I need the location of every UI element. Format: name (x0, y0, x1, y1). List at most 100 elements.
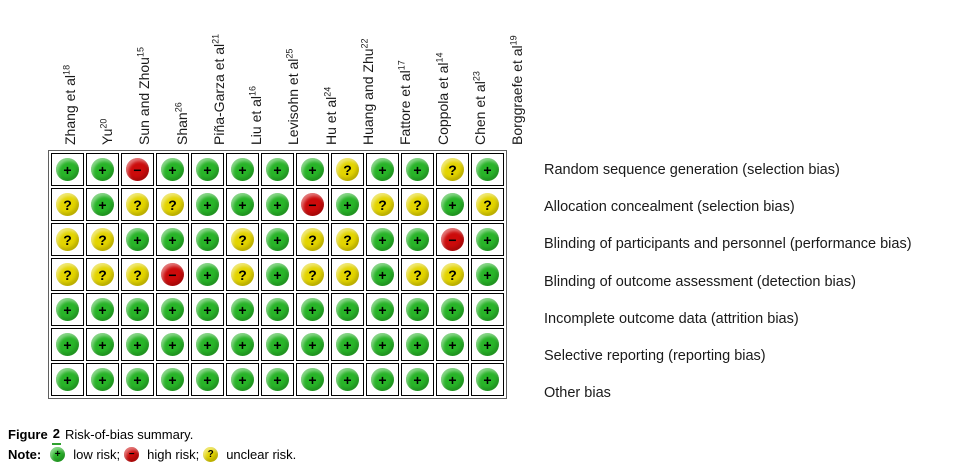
rob-cell-r3-c13: + (471, 223, 504, 256)
rob-cell-r6-c3: + (121, 328, 154, 361)
legend-label-high: high risk; (147, 447, 200, 462)
low-risk-icon: + (91, 333, 114, 356)
study-label: Fattore et al17 (396, 60, 414, 145)
rob-cell-r2-c5: + (191, 188, 224, 221)
reference-superscript: 24 (322, 86, 333, 97)
rob-cell-r7-c10: + (366, 363, 399, 396)
rob-cell-r2-c2: + (86, 188, 119, 221)
low-risk-icon: + (371, 158, 394, 181)
rob-cell-r1-c13: + (471, 153, 504, 186)
rob-cell-r7-c9: + (331, 363, 364, 396)
reference-superscript: 17 (396, 60, 407, 71)
study-label: Sun and Zhou15 (135, 47, 153, 145)
rob-cell-r4-c7: + (261, 258, 294, 291)
study-label: Levisohn et al25 (284, 48, 302, 145)
study-label: Coppola et al14 (433, 52, 451, 145)
low-risk-icon: + (196, 228, 219, 251)
rob-cell-r1-c6: + (226, 153, 259, 186)
rob-cell-r3-c10: + (366, 223, 399, 256)
high-risk-icon: − (441, 228, 464, 251)
rob-cell-r6-c4: + (156, 328, 189, 361)
low-risk-icon: + (126, 368, 149, 391)
study-label: Yu20 (98, 118, 115, 145)
rob-cell-r6-c12: + (436, 328, 469, 361)
high-risk-icon: − (161, 263, 184, 286)
low-risk-icon: + (161, 298, 184, 321)
column-header-pi-a-garza-et-al: Piña-Garza et al21 (200, 0, 237, 147)
low-risk-icon: + (231, 368, 254, 391)
unclear-risk-icon: ? (336, 158, 359, 181)
rob-cell-r7-c1: + (51, 363, 84, 396)
rob-cell-r3-c7: + (261, 223, 294, 256)
study-label: Piña-Garza et al21 (210, 33, 227, 145)
low-risk-icon: + (126, 333, 149, 356)
rob-cell-r1-c2: + (86, 153, 119, 186)
study-label: Shan26 (172, 102, 190, 145)
low-risk-icon: + (336, 333, 359, 356)
unclear-risk-icon: ? (441, 158, 464, 181)
low-risk-icon: + (91, 193, 114, 216)
study-label: Chen et al23 (471, 71, 488, 145)
low-risk-icon: + (406, 158, 429, 181)
unclear-risk-icon: ? (231, 228, 254, 251)
unclear-risk-icon: ? (336, 228, 359, 251)
high-risk-legend-icon: − (124, 447, 140, 462)
rob-cell-r4-c13: + (471, 258, 504, 291)
rob-cell-r5-c6: + (226, 293, 259, 326)
low-risk-icon: + (196, 158, 219, 181)
rob-cell-r6-c10: + (366, 328, 399, 361)
low-risk-icon: + (91, 298, 114, 321)
rob-cell-r6-c13: + (471, 328, 504, 361)
reference-superscript: 16 (247, 85, 258, 96)
unclear-risk-icon: ? (441, 263, 464, 286)
rob-cell-r6-c6: + (226, 328, 259, 361)
high-risk-icon: − (126, 158, 149, 181)
unclear-risk-legend-icon: ? (203, 447, 219, 462)
low-risk-icon: + (336, 368, 359, 391)
rob-cell-r4-c12: ? (436, 258, 469, 291)
low-risk-icon: + (196, 263, 219, 286)
low-risk-icon: + (91, 368, 114, 391)
rob-cell-r1-c10: + (366, 153, 399, 186)
bias-domain-label-blinding-of-outcome-assessment-detection: Blinding of outcome assessment (detectio… (544, 273, 856, 290)
rob-row-7: + + + + + + + + + + + + + (51, 363, 504, 396)
low-risk-icon: + (301, 158, 324, 181)
low-risk-icon: + (371, 228, 394, 251)
reference-superscript: 22 (359, 38, 370, 49)
rob-cell-r4-c11: ? (401, 258, 434, 291)
rob-cell-r4-c1: ? (51, 258, 84, 291)
low-risk-icon: + (91, 158, 114, 181)
low-risk-icon: + (266, 158, 289, 181)
low-risk-icon: + (161, 333, 184, 356)
low-risk-icon: + (231, 333, 254, 356)
low-risk-icon: + (441, 333, 464, 356)
rob-cell-r1-c11: + (401, 153, 434, 186)
low-risk-icon: + (266, 228, 289, 251)
low-risk-icon: + (476, 158, 499, 181)
rob-cell-r7-c12: + (436, 363, 469, 396)
column-header-liu-et-al: Liu et al16 (237, 0, 274, 147)
rob-cell-r3-c2: ? (86, 223, 119, 256)
column-header-hu-et-al: Hu et al24 (312, 0, 349, 147)
low-risk-icon: + (56, 298, 79, 321)
rob-row-6: + + + + + + + + + + + + + (51, 328, 504, 361)
rob-cell-r4-c4: − (156, 258, 189, 291)
low-risk-icon: + (406, 298, 429, 321)
low-risk-icon: + (441, 193, 464, 216)
reference-superscript: 21 (210, 33, 221, 44)
unclear-risk-icon: ? (161, 193, 184, 216)
low-risk-icon: + (371, 263, 394, 286)
low-risk-icon: + (126, 228, 149, 251)
low-risk-icon: + (161, 158, 184, 181)
rob-cell-r5-c5: + (191, 293, 224, 326)
rob-cell-r4-c9: ? (331, 258, 364, 291)
rob-cell-r6-c1: + (51, 328, 84, 361)
rob-cell-r5-c12: + (436, 293, 469, 326)
rob-cell-r7-c5: + (191, 363, 224, 396)
low-risk-icon: + (266, 193, 289, 216)
rob-cell-r3-c4: + (156, 223, 189, 256)
rob-cell-r2-c6: + (226, 188, 259, 221)
rob-cell-r5-c7: + (261, 293, 294, 326)
figure-label: Figure (8, 427, 48, 442)
